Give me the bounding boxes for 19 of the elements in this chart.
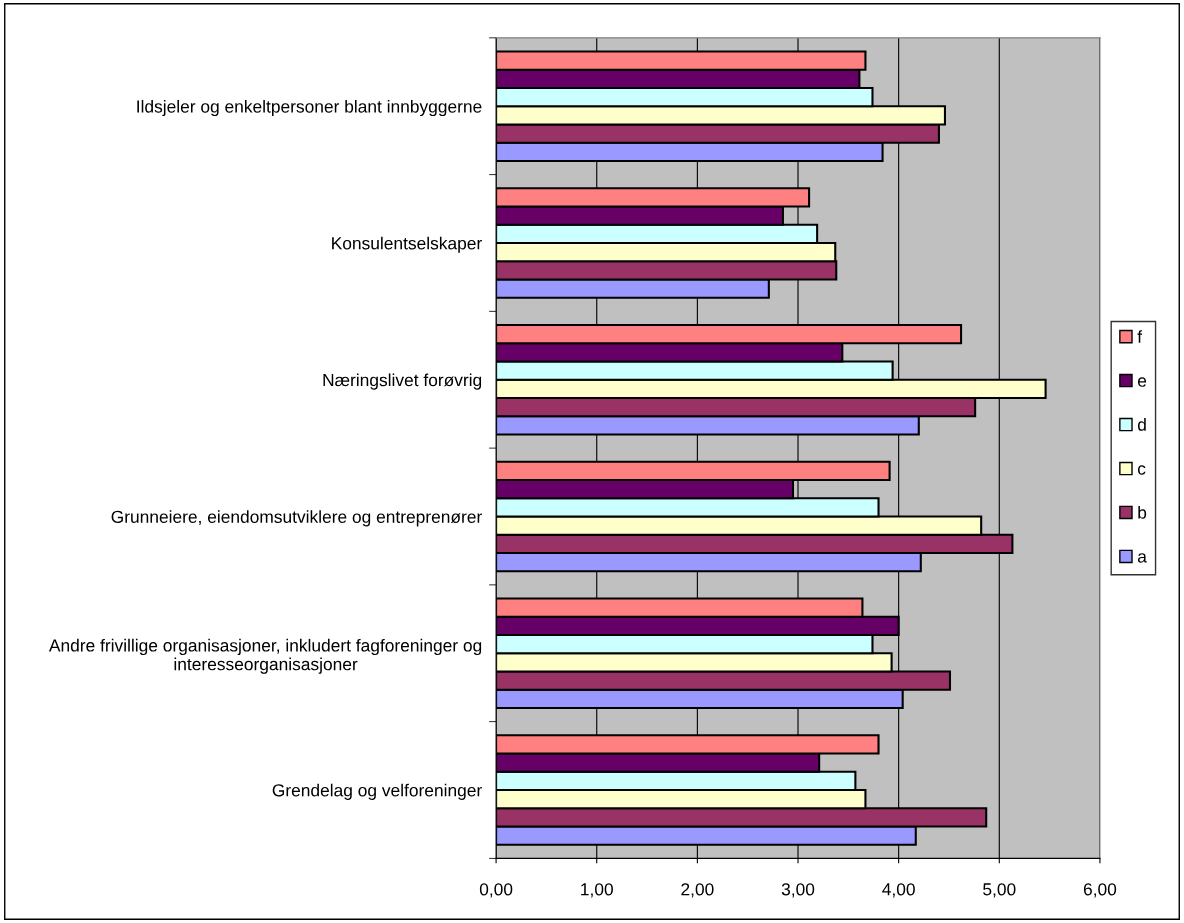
x-tick-label: 0,00 bbox=[479, 883, 513, 898]
y-tick-label: Grendelag og velforeninger bbox=[272, 783, 482, 800]
legend-label: a bbox=[1137, 553, 1147, 563]
x-tick-label: 3,00 bbox=[781, 883, 815, 898]
legend-label: f bbox=[1137, 330, 1143, 343]
y-tick-label: Ildsjeler og enkeltpersoner blant innbyggerne bbox=[137, 99, 482, 117]
y-tick-label: Andre frivillige organisasjoner, inkludert fagforeninger og interesseorganisasjoner bbox=[48, 638, 482, 674]
y-tick-label: Konsulentselskaper bbox=[332, 236, 482, 253]
legend-label: e bbox=[1137, 377, 1147, 387]
y-tick-label: Grunneiere, eiendomsutviklere og entreprenører bbox=[111, 510, 482, 527]
y-tick-label: Næringslivet forøvrig bbox=[323, 373, 482, 390]
x-tick-label: 4,00 bbox=[882, 883, 915, 898]
x-tick-label: 5,00 bbox=[983, 883, 1016, 898]
x-tick-label: 1,00 bbox=[581, 883, 613, 898]
x-tick-label: 6,00 bbox=[1083, 883, 1117, 898]
x-tick-label: 2,00 bbox=[681, 883, 714, 898]
legend-label: d bbox=[1137, 418, 1146, 431]
legend-label: b bbox=[1138, 505, 1147, 519]
legend-label: c bbox=[1137, 465, 1146, 475]
